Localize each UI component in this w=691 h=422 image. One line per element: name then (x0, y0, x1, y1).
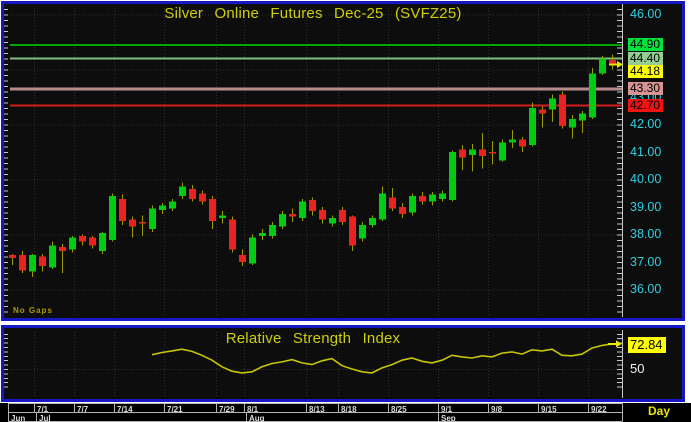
price-panel (1, 1, 685, 321)
rsi-panel (1, 325, 685, 402)
period-selector[interactable]: Day (648, 404, 671, 418)
time-axis-strip (0, 403, 691, 422)
